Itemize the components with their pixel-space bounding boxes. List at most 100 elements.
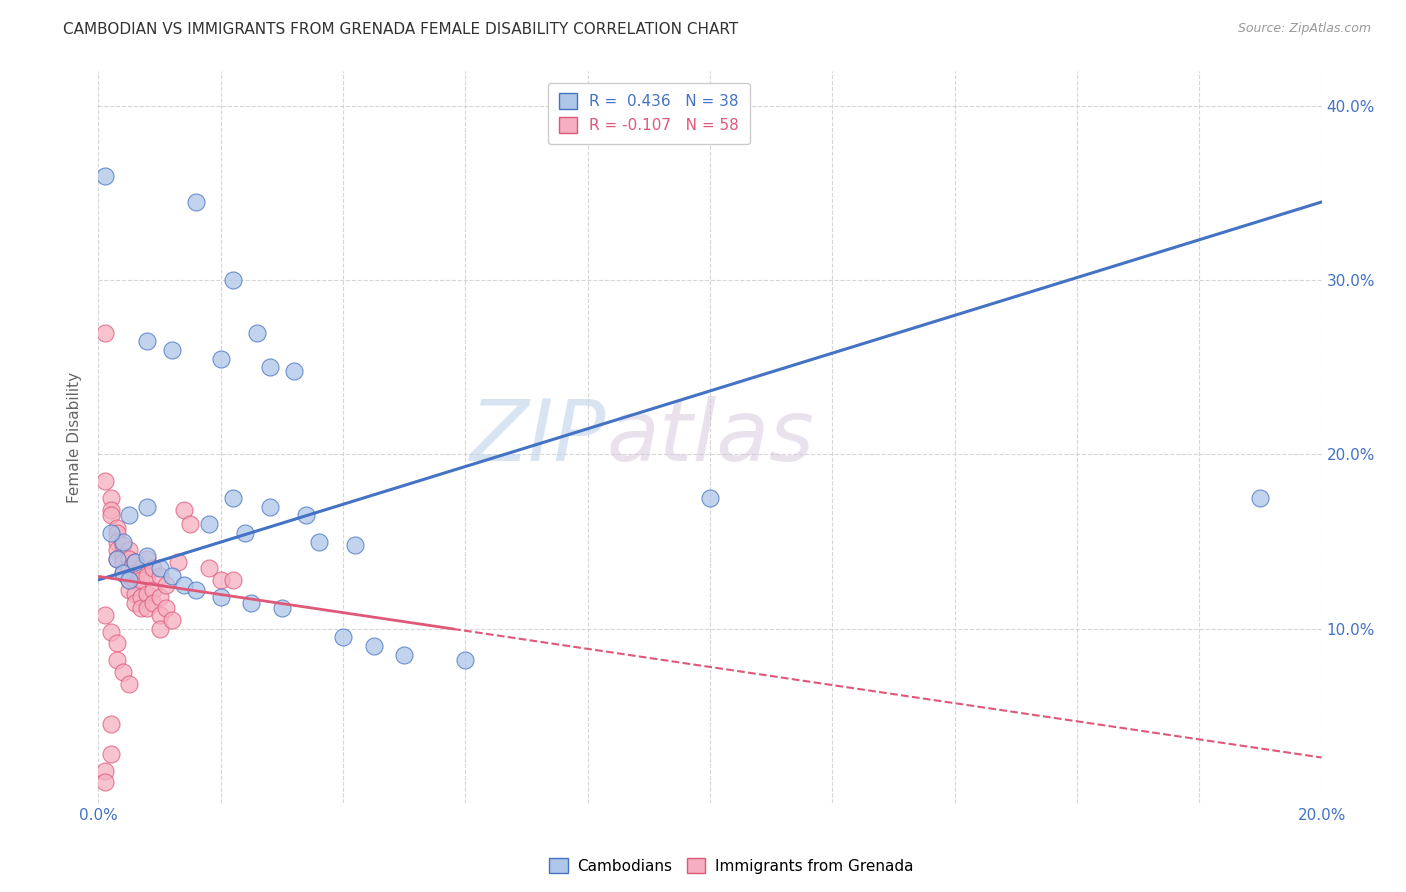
Point bbox=[454, 653, 477, 667]
Point bbox=[111, 556, 134, 570]
Point bbox=[129, 560, 152, 574]
Point bbox=[124, 556, 146, 570]
Point bbox=[100, 525, 122, 540]
Point bbox=[105, 635, 128, 649]
Point bbox=[142, 560, 165, 574]
Point bbox=[222, 573, 245, 587]
Point bbox=[149, 569, 172, 583]
Point bbox=[118, 583, 141, 598]
Point bbox=[129, 573, 152, 587]
Point bbox=[270, 600, 292, 615]
Point bbox=[93, 474, 115, 488]
Point bbox=[167, 556, 190, 570]
Point bbox=[209, 351, 232, 366]
Point bbox=[111, 665, 134, 680]
Point bbox=[118, 677, 141, 691]
Point bbox=[124, 556, 146, 570]
Point bbox=[136, 500, 159, 514]
Point bbox=[100, 491, 122, 505]
Point bbox=[142, 583, 165, 598]
Point bbox=[308, 534, 330, 549]
Y-axis label: Female Disability: Female Disability bbox=[67, 371, 83, 503]
Point bbox=[136, 587, 159, 601]
Point bbox=[105, 653, 128, 667]
Point bbox=[100, 508, 122, 523]
Point bbox=[124, 587, 146, 601]
Point bbox=[105, 521, 128, 535]
Point bbox=[93, 607, 115, 622]
Point bbox=[197, 560, 219, 574]
Point bbox=[124, 595, 146, 609]
Point bbox=[173, 503, 195, 517]
Point bbox=[197, 517, 219, 532]
Point bbox=[111, 566, 134, 580]
Point bbox=[118, 552, 141, 566]
Point bbox=[93, 764, 115, 779]
Point bbox=[118, 508, 141, 523]
Point bbox=[129, 591, 152, 605]
Point bbox=[124, 573, 146, 587]
Point bbox=[149, 622, 172, 636]
Point bbox=[105, 552, 128, 566]
Text: CAMBODIAN VS IMMIGRANTS FROM GRENADA FEMALE DISABILITY CORRELATION CHART: CAMBODIAN VS IMMIGRANTS FROM GRENADA FEM… bbox=[63, 22, 738, 37]
Point bbox=[222, 273, 245, 287]
Point bbox=[332, 631, 354, 645]
Point bbox=[209, 573, 232, 587]
Point bbox=[186, 194, 208, 209]
Point bbox=[100, 717, 122, 731]
Point bbox=[136, 549, 159, 563]
Point bbox=[105, 543, 128, 558]
Point bbox=[392, 648, 416, 662]
Legend: Cambodians, Immigrants from Grenada: Cambodians, Immigrants from Grenada bbox=[543, 852, 920, 880]
Point bbox=[136, 552, 159, 566]
Point bbox=[1249, 491, 1271, 505]
Point bbox=[222, 491, 245, 505]
Point bbox=[160, 569, 183, 583]
Point bbox=[124, 566, 146, 580]
Point bbox=[240, 595, 263, 609]
Point bbox=[149, 560, 172, 574]
Point bbox=[155, 600, 177, 615]
Point bbox=[142, 595, 165, 609]
Point bbox=[118, 573, 141, 587]
Point bbox=[344, 538, 367, 552]
Point bbox=[363, 639, 385, 653]
Point bbox=[149, 607, 172, 622]
Point bbox=[111, 566, 134, 580]
Point bbox=[136, 569, 159, 583]
Point bbox=[259, 500, 281, 514]
Point bbox=[259, 360, 281, 375]
Point bbox=[699, 491, 721, 505]
Point bbox=[155, 578, 177, 592]
Point bbox=[118, 573, 141, 587]
Point bbox=[93, 326, 115, 340]
Point bbox=[283, 364, 305, 378]
Point bbox=[100, 503, 122, 517]
Point bbox=[295, 508, 318, 523]
Point bbox=[160, 343, 183, 357]
Point bbox=[93, 775, 115, 789]
Text: atlas: atlas bbox=[606, 395, 814, 479]
Point bbox=[118, 543, 141, 558]
Point bbox=[93, 169, 115, 183]
Point bbox=[105, 525, 128, 540]
Point bbox=[246, 326, 269, 340]
Point bbox=[233, 525, 256, 540]
Point bbox=[100, 747, 122, 761]
Text: ZIP: ZIP bbox=[470, 395, 606, 479]
Text: Source: ZipAtlas.com: Source: ZipAtlas.com bbox=[1237, 22, 1371, 36]
Point bbox=[111, 549, 134, 563]
Point bbox=[136, 600, 159, 615]
Point bbox=[129, 600, 152, 615]
Point bbox=[209, 591, 232, 605]
Point bbox=[111, 538, 134, 552]
Point bbox=[100, 625, 122, 640]
Point bbox=[111, 534, 134, 549]
Point bbox=[118, 560, 141, 574]
Point bbox=[179, 517, 201, 532]
Point bbox=[160, 613, 183, 627]
Point bbox=[136, 334, 159, 349]
Legend: R =  0.436   N = 38, R = -0.107   N = 58: R = 0.436 N = 38, R = -0.107 N = 58 bbox=[548, 83, 749, 144]
Point bbox=[186, 583, 208, 598]
Point bbox=[105, 534, 128, 549]
